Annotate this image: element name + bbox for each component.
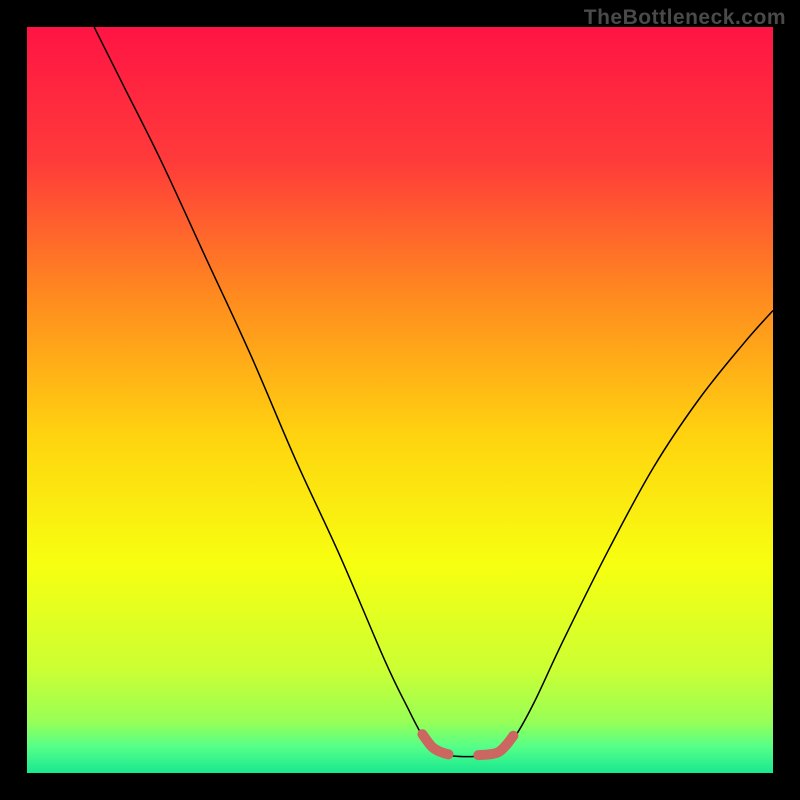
- gradient-background: [27, 27, 773, 773]
- chart-frame: TheBottleneck.com: [0, 0, 800, 800]
- plot-area: [27, 27, 773, 773]
- bottleneck-curve-chart: [27, 27, 773, 773]
